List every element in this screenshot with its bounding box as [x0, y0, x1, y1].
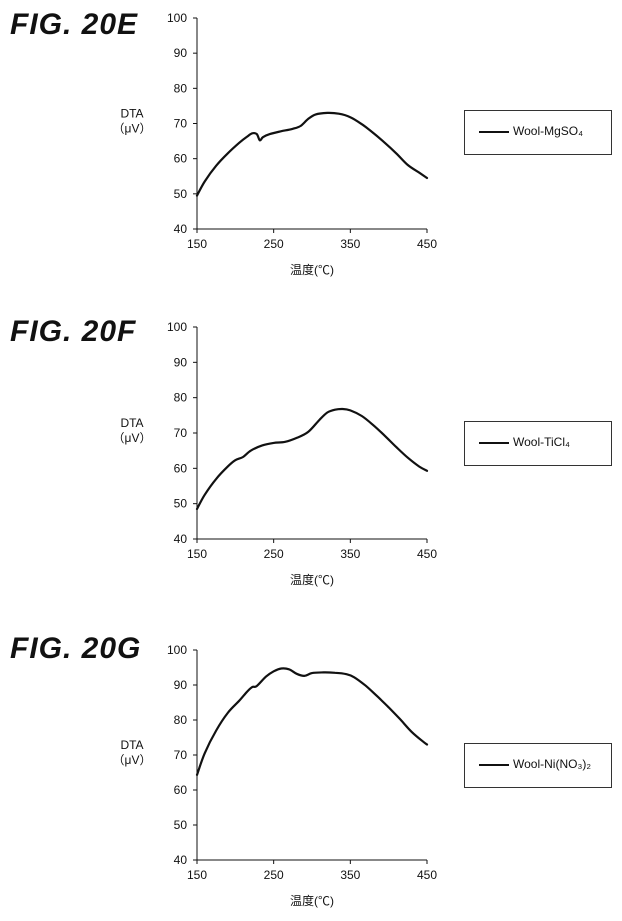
y-axis-unit-label: （μV） — [113, 122, 152, 136]
x-tick-label: 150 — [187, 547, 207, 561]
legend-line-swatch — [479, 764, 509, 766]
x-tick-label: 450 — [417, 868, 437, 882]
y-tick-label: 80 — [174, 391, 188, 405]
legend: Wool-Ni(NO₃)₂ — [464, 743, 612, 788]
y-tick-label: 50 — [174, 497, 188, 511]
y-axis-unit-label: （μV） — [113, 431, 152, 445]
x-tick-label: 150 — [187, 237, 207, 251]
series-line — [197, 668, 427, 775]
figure-20f: FIG. 20F 405060708090100150250350450温度(℃… — [0, 310, 622, 610]
series-line — [197, 113, 427, 196]
y-tick-label: 100 — [167, 320, 187, 334]
x-tick-label: 250 — [264, 547, 284, 561]
y-tick-label: 70 — [174, 117, 188, 131]
legend-label: Wool-MgSO₄ — [513, 124, 583, 138]
y-tick-label: 70 — [174, 748, 188, 762]
y-tick-label: 60 — [174, 152, 188, 166]
x-axis-label: 温度(℃) — [290, 262, 334, 277]
y-axis-label: DTA — [120, 416, 143, 430]
x-tick-label: 450 — [417, 237, 437, 251]
legend-line-swatch — [479, 442, 509, 444]
figure-20g: FIG. 20G 405060708090100150250350450温度(℃… — [0, 620, 622, 921]
legend-label: Wool-TiCl₄ — [513, 435, 570, 449]
y-tick-label: 80 — [174, 713, 188, 727]
legend: Wool-TiCl₄ — [464, 421, 612, 466]
y-axis-label: DTA — [120, 738, 143, 752]
y-tick-label: 60 — [174, 783, 188, 797]
x-tick-label: 350 — [340, 868, 360, 882]
y-axis-label: DTA — [120, 107, 143, 121]
x-tick-label: 150 — [187, 868, 207, 882]
y-tick-label: 100 — [167, 11, 187, 25]
x-axis-label: 温度(℃) — [290, 572, 334, 587]
y-tick-label: 90 — [174, 355, 188, 369]
y-tick-label: 40 — [174, 853, 188, 867]
x-tick-label: 250 — [264, 868, 284, 882]
legend: Wool-MgSO₄ — [464, 110, 612, 155]
x-tick-label: 350 — [340, 547, 360, 561]
figure-20e: FIG. 20E 405060708090100150250350450温度(℃… — [0, 0, 622, 300]
x-tick-label: 450 — [417, 547, 437, 561]
y-tick-label: 80 — [174, 81, 188, 95]
y-tick-label: 100 — [167, 643, 187, 657]
y-tick-label: 40 — [174, 532, 188, 546]
y-tick-label: 60 — [174, 461, 188, 475]
series-line — [197, 409, 427, 509]
legend-line-swatch — [479, 131, 509, 133]
y-tick-label: 40 — [174, 222, 188, 236]
y-axis-unit-label: （μV） — [113, 753, 152, 767]
legend-label: Wool-Ni(NO₃)₂ — [513, 757, 591, 771]
x-tick-label: 350 — [340, 237, 360, 251]
x-axis-label: 温度(℃) — [290, 893, 334, 908]
y-tick-label: 50 — [174, 187, 188, 201]
x-tick-label: 250 — [264, 237, 284, 251]
y-tick-label: 90 — [174, 678, 188, 692]
y-tick-label: 90 — [174, 46, 188, 60]
y-tick-label: 70 — [174, 426, 188, 440]
y-tick-label: 50 — [174, 818, 188, 832]
